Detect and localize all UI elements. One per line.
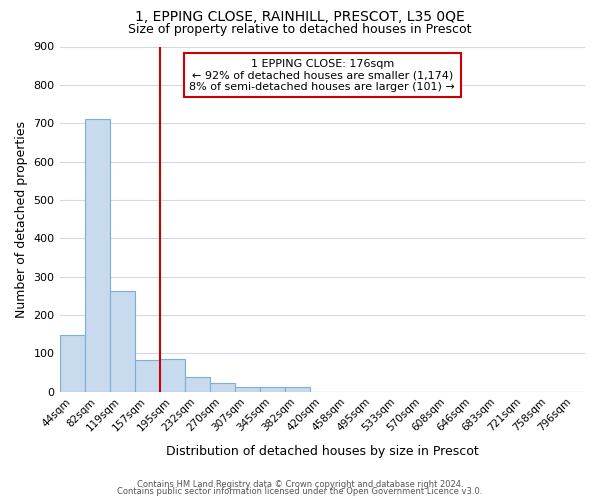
Text: 1, EPPING CLOSE, RAINHILL, PRESCOT, L35 0QE: 1, EPPING CLOSE, RAINHILL, PRESCOT, L35 … bbox=[135, 10, 465, 24]
Bar bbox=[134, 360, 160, 392]
Bar bbox=[260, 388, 285, 392]
Bar bbox=[185, 378, 209, 392]
Bar bbox=[209, 383, 235, 392]
Bar bbox=[235, 388, 260, 392]
Text: Contains HM Land Registry data © Crown copyright and database right 2024.: Contains HM Land Registry data © Crown c… bbox=[137, 480, 463, 489]
Bar bbox=[285, 388, 310, 392]
Bar bbox=[85, 120, 110, 392]
Bar bbox=[110, 291, 134, 392]
Text: Contains public sector information licensed under the Open Government Licence v3: Contains public sector information licen… bbox=[118, 487, 482, 496]
Bar bbox=[59, 335, 85, 392]
Text: Size of property relative to detached houses in Prescot: Size of property relative to detached ho… bbox=[128, 22, 472, 36]
Text: 1 EPPING CLOSE: 176sqm
← 92% of detached houses are smaller (1,174)
8% of semi-d: 1 EPPING CLOSE: 176sqm ← 92% of detached… bbox=[190, 58, 455, 92]
Bar bbox=[160, 359, 185, 392]
Y-axis label: Number of detached properties: Number of detached properties bbox=[15, 120, 28, 318]
X-axis label: Distribution of detached houses by size in Prescot: Distribution of detached houses by size … bbox=[166, 444, 479, 458]
